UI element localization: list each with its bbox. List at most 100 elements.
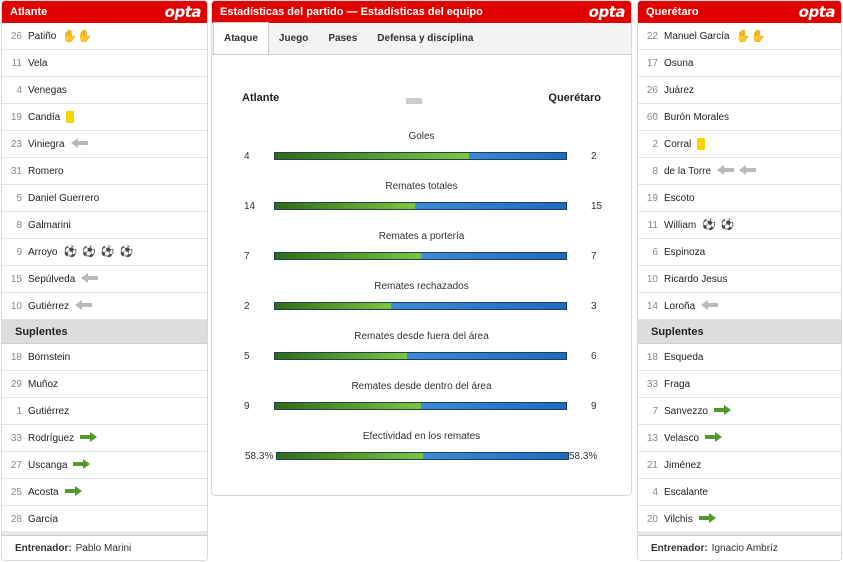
- home-bar-fill: [275, 353, 408, 359]
- away-bar-fill: [422, 453, 568, 459]
- tab-pases[interactable]: Pases: [328, 33, 358, 44]
- player-row[interactable]: 10 Ricardo Jesus: [638, 266, 841, 293]
- player-row[interactable]: 20 Vilchis: [638, 506, 841, 533]
- player-number: 33: [646, 378, 658, 390]
- player-row[interactable]: 19 Candía: [2, 104, 207, 131]
- tab-juego[interactable]: Juego: [278, 33, 309, 44]
- player-number: 1: [16, 405, 22, 417]
- player-number: 8: [16, 219, 22, 231]
- divider: [2, 531, 207, 535]
- player-row[interactable]: 31 Romero: [2, 158, 207, 185]
- player-row[interactable]: 28 García: [2, 506, 207, 533]
- away-stat-value: 9: [591, 400, 597, 412]
- player-name: de la Torre: [664, 165, 712, 177]
- player-row[interactable]: 10 Gutiérrez: [2, 293, 207, 320]
- goal-icon: ⚽: [63, 245, 78, 258]
- stat-comparison-bar: [274, 202, 567, 210]
- player-row[interactable]: 19 Escoto: [638, 185, 841, 212]
- player-row[interactable]: 26 Juárez: [638, 77, 841, 104]
- player-row[interactable]: 22 Manuel García ✋✋: [638, 23, 841, 50]
- player-row[interactable]: 25 Acosta: [2, 479, 207, 506]
- player-name: Sepúlveda: [28, 273, 76, 285]
- player-name: García: [28, 513, 59, 525]
- player-row[interactable]: 29 Muñoz: [2, 371, 207, 398]
- player-row[interactable]: 33 Rodríguez: [2, 425, 207, 452]
- opta-logo: opta: [798, 3, 836, 21]
- player-number: 33: [10, 432, 22, 444]
- player-number: 27: [10, 459, 22, 471]
- player-row[interactable]: 4 Escalante: [638, 479, 841, 506]
- player-name: Ricardo Jesus: [664, 273, 728, 285]
- sub-in-icon: [64, 485, 82, 499]
- player-row[interactable]: 23 Viniegra: [2, 131, 207, 158]
- tab-defensa-y-disciplina[interactable]: Defensa y disciplina: [377, 33, 474, 44]
- stat-comparison-bar: [274, 252, 567, 260]
- player-name: William: [664, 219, 697, 231]
- player-row[interactable]: 21 Jiménez: [638, 452, 841, 479]
- player-number: 26: [10, 30, 22, 42]
- yellow-card-icon: [697, 138, 706, 150]
- stat-label: Goles: [408, 131, 435, 142]
- match-stats-panel: Estadísticas del partido — Estadísticas …: [211, 0, 632, 496]
- player-row[interactable]: 8 de la Torre: [638, 158, 841, 185]
- player-name: Venegas: [28, 84, 67, 96]
- player-row[interactable]: 15 Sepúlveda: [2, 266, 207, 293]
- player-row[interactable]: 9 Arroyo ⚽ ⚽ ⚽ ⚽: [2, 239, 207, 266]
- away-lineup-header: Querétaro opta: [638, 1, 841, 23]
- player-number: 19: [10, 111, 22, 123]
- player-row[interactable]: 7 Sanvezzo: [638, 398, 841, 425]
- player-row[interactable]: 8 Galmarini: [2, 212, 207, 239]
- player-number: 17: [646, 57, 658, 69]
- player-number: 11: [647, 219, 658, 231]
- player-number: 5: [16, 192, 22, 204]
- tab-ataque[interactable]: Ataque: [213, 22, 269, 54]
- player-row[interactable]: 14 Loroña: [638, 293, 841, 320]
- player-row[interactable]: 2 Corral: [638, 131, 841, 158]
- away-subs-heading: Suplentes: [638, 320, 841, 344]
- player-name: Gutiérrez: [28, 300, 70, 312]
- player-row[interactable]: 60 Burón Morales: [638, 104, 841, 131]
- player-row[interactable]: 1 Gutiérrez: [2, 398, 207, 425]
- player-row[interactable]: 33 Fraga: [638, 371, 841, 398]
- away-stat-value: 2: [591, 150, 597, 162]
- player-name: Vela: [28, 57, 48, 69]
- player-row[interactable]: 27 Uscanga: [2, 452, 207, 479]
- away-team-label: Querétaro: [548, 92, 601, 104]
- player-row[interactable]: 18 Bornstein: [2, 344, 207, 371]
- goal-icon: ⚽: [100, 245, 115, 258]
- player-name: Bornstein: [28, 351, 71, 363]
- sub-out-icon: [81, 272, 99, 286]
- sub-out-icon: [70, 137, 88, 151]
- away-bar-fill: [420, 253, 566, 259]
- player-row[interactable]: 4 Venegas: [2, 77, 207, 104]
- home-coach: Entrenador: Pablo Marini: [2, 535, 207, 560]
- player-name: Escoto: [664, 192, 695, 204]
- home-stat-value: 14: [244, 200, 256, 212]
- stat-row: Remates desde dentro del área 9 9: [212, 381, 631, 421]
- player-name: Uscanga: [28, 459, 68, 471]
- player-row[interactable]: 26 Patiño ✋✋: [2, 23, 207, 50]
- player-name: Patiño: [28, 30, 57, 42]
- sub-in-icon: [73, 458, 91, 472]
- player-row[interactable]: 18 Esqueda: [638, 344, 841, 371]
- player-name: Corral: [664, 138, 692, 150]
- player-row[interactable]: 13 Velasco: [638, 425, 841, 452]
- player-number: 60: [646, 111, 658, 123]
- player-row[interactable]: 11 Vela: [2, 50, 207, 77]
- player-number: 19: [646, 192, 658, 204]
- player-row[interactable]: 11 William ⚽ ⚽: [638, 212, 841, 239]
- gloves-icon: ✋✋: [62, 29, 93, 43]
- goal-icon: ⚽: [82, 245, 96, 258]
- home-lineup-panel: Atlante opta 26 Patiño ✋✋ 11 Vela 4 Venegas 19 C…: [1, 0, 208, 561]
- player-row[interactable]: 17 Osuna: [638, 50, 841, 77]
- player-name: Candía: [28, 111, 61, 123]
- sub-in-icon: [705, 431, 723, 445]
- player-row[interactable]: 5 Daniel Guerrero: [2, 185, 207, 212]
- stat-label: Efectividad en los remates: [362, 431, 481, 442]
- teams-row: Atlante Querétaro: [242, 92, 601, 104]
- player-number: 21: [646, 459, 658, 471]
- player-row[interactable]: 6 Espinoza: [638, 239, 841, 266]
- goal-icon: ⚽: [702, 218, 716, 231]
- player-name: Loroña: [664, 300, 696, 312]
- player-number: 28: [10, 513, 22, 525]
